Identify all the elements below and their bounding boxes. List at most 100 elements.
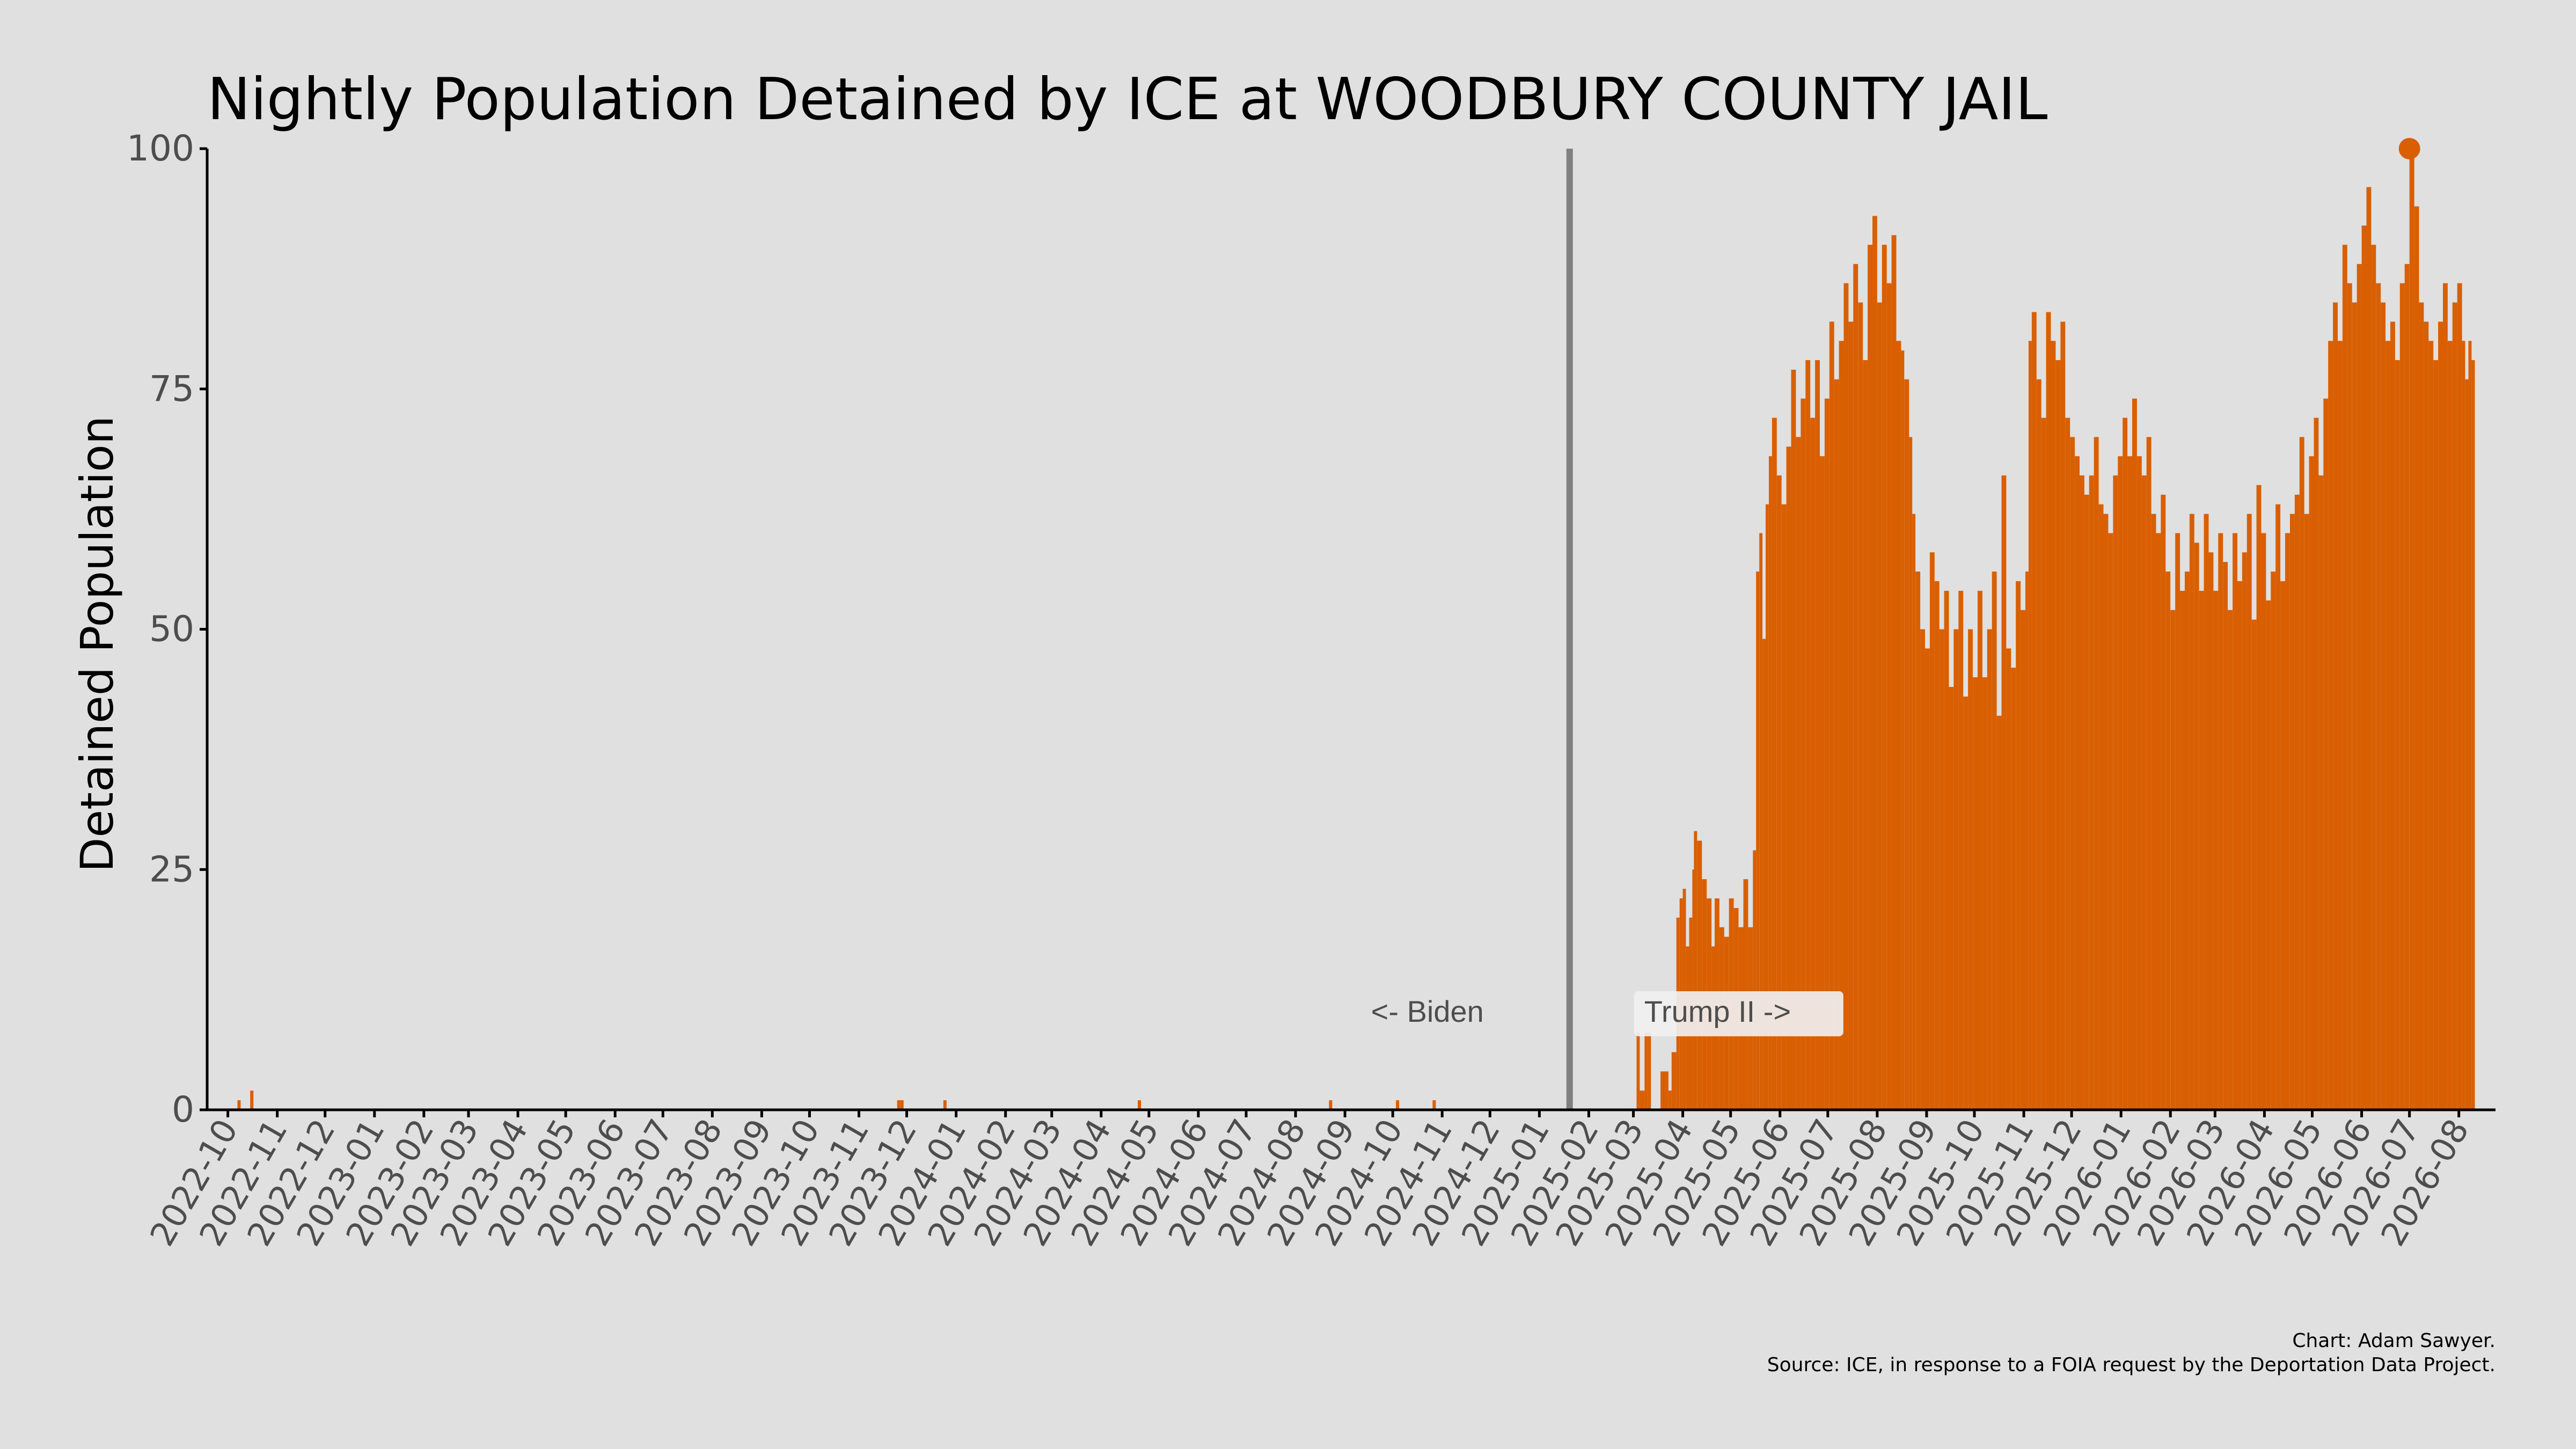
y-axis: 0 25 50 75 100 [127,128,209,1130]
bar [1891,235,1897,1110]
bar [1834,379,1839,1110]
bar [2165,572,2171,1110]
bar [2046,312,2051,1110]
bar [2194,543,2199,1110]
bar [2208,552,2214,1110]
bar [1868,245,1872,1110]
bar [2366,187,2372,1110]
bar [1829,321,1834,1110]
bar [2025,572,2029,1110]
bar [2419,302,2424,1110]
bar [2089,475,2094,1110]
bar [1912,514,1916,1110]
peak-marker [2398,138,2420,159]
bar [1644,1033,1648,1110]
administration-divider: <- Biden Trump II -> [1371,149,1843,1110]
bar [1904,379,1909,1110]
bar [1939,629,1944,1110]
y-tick-label: 75 [149,368,194,409]
bar [2218,533,2223,1110]
bar [1934,581,1940,1110]
bar [1953,629,1959,1110]
bar [1329,1100,1333,1110]
bar [1786,447,1791,1110]
bar [897,1100,901,1110]
bar [2242,552,2247,1110]
bar [1929,552,1935,1110]
bar [1432,1100,1436,1110]
bar [2443,283,2448,1110]
bar [2468,341,2472,1110]
bar [2361,225,2367,1110]
bar [1766,504,1769,1110]
bar [2271,572,2276,1110]
bar [1863,360,1868,1110]
bar [1396,1100,1400,1110]
bar [1648,1033,1651,1110]
bar [1776,475,1782,1110]
bar [1138,1100,1141,1110]
bar [2290,514,2295,1110]
bar [2029,341,2032,1110]
bar [1858,302,1863,1110]
bar [2055,360,2061,1110]
bar [2075,456,2080,1110]
bar [1973,677,1978,1110]
bar [2385,341,2390,1110]
bar [1925,648,1930,1110]
bar [2237,581,2242,1110]
bar [2462,341,2465,1110]
bar [2261,533,2266,1110]
bar [2170,610,2176,1110]
bar [2318,475,2324,1110]
bar [1697,840,1702,1110]
bar [2328,341,2333,1110]
bar [2428,341,2434,1110]
bar [1843,283,1849,1110]
bar [2304,514,2309,1110]
divider-left-label: <- Biden [1371,994,1484,1028]
bar [1820,456,1825,1110]
bar [2251,619,2257,1110]
bar [1882,245,1887,1110]
bar [2113,475,2118,1110]
bar [1805,360,1811,1110]
bar [1668,1091,1672,1110]
y-tick-label: 25 [149,848,194,890]
bar [2175,533,2180,1110]
y-tick-label: 100 [127,128,194,169]
bar [2371,245,2376,1110]
bar [2376,283,2381,1110]
bar [1915,572,1921,1110]
caption-credit: Chart: Adam Sawyer. [2292,1330,2496,1352]
bar [2016,581,2021,1110]
bar [1640,1091,1645,1110]
bar [250,1091,254,1110]
bar [2424,321,2429,1110]
bar [2256,485,2262,1110]
bar [2180,590,2185,1110]
bar [2228,610,2233,1110]
bar [1671,1052,1677,1110]
bar [1968,629,1973,1110]
bar [2338,341,2343,1110]
bar [1877,302,1882,1110]
bar [2065,418,2070,1110]
bar [2266,600,2271,1110]
bar [1694,831,1697,1110]
bar [1759,533,1763,1110]
caption-source: Source: ICE, in response to a FOIA reque… [1767,1354,2496,1376]
bar [1692,869,1695,1110]
bar [1839,341,1844,1110]
bar [2108,533,2113,1110]
bar [943,1100,947,1110]
bar [1753,850,1757,1110]
bar [1944,590,1949,1110]
bar [2465,379,2469,1110]
bar [2323,398,2329,1110]
bar [2001,475,2007,1110]
bar [1636,1033,1640,1110]
bar [2471,360,2475,1110]
bar [1848,321,1854,1110]
